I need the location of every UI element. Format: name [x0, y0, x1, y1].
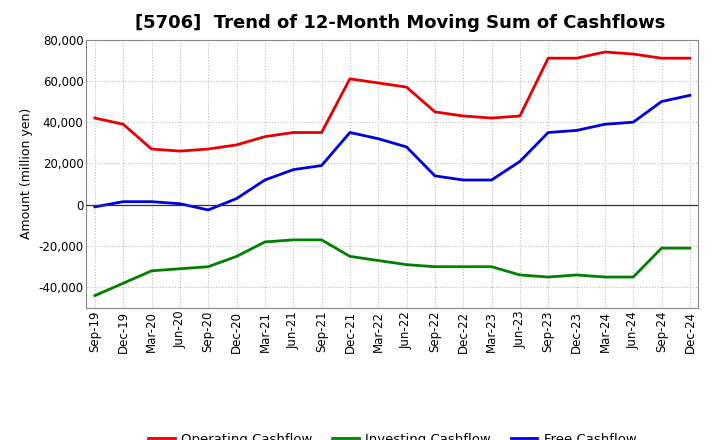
- Free Cashflow: [374, 136, 382, 141]
- Investing Cashflow: [544, 275, 552, 280]
- Free Cashflow: [459, 177, 467, 183]
- Operating Cashflow: [119, 121, 127, 127]
- Operating Cashflow: [544, 55, 552, 61]
- Free Cashflow: [176, 201, 184, 206]
- Investing Cashflow: [289, 237, 297, 242]
- Investing Cashflow: [402, 262, 411, 267]
- Operating Cashflow: [91, 115, 99, 121]
- Operating Cashflow: [402, 84, 411, 90]
- Investing Cashflow: [431, 264, 439, 269]
- Free Cashflow: [91, 204, 99, 209]
- Operating Cashflow: [572, 55, 581, 61]
- Investing Cashflow: [685, 246, 694, 251]
- Free Cashflow: [318, 163, 326, 168]
- Investing Cashflow: [572, 272, 581, 278]
- Investing Cashflow: [119, 281, 127, 286]
- Free Cashflow: [119, 199, 127, 204]
- Investing Cashflow: [261, 239, 269, 245]
- Investing Cashflow: [233, 254, 241, 259]
- Free Cashflow: [261, 177, 269, 183]
- Free Cashflow: [629, 120, 637, 125]
- Free Cashflow: [516, 159, 524, 164]
- Free Cashflow: [487, 177, 496, 183]
- Free Cashflow: [204, 207, 212, 213]
- Operating Cashflow: [233, 142, 241, 147]
- Investing Cashflow: [176, 266, 184, 271]
- Line: Operating Cashflow: Operating Cashflow: [95, 52, 690, 151]
- Legend: Operating Cashflow, Investing Cashflow, Free Cashflow: Operating Cashflow, Investing Cashflow, …: [143, 427, 642, 440]
- Operating Cashflow: [600, 49, 609, 55]
- Free Cashflow: [431, 173, 439, 179]
- Investing Cashflow: [148, 268, 156, 274]
- Operating Cashflow: [629, 51, 637, 57]
- Free Cashflow: [402, 144, 411, 150]
- Free Cashflow: [572, 128, 581, 133]
- Investing Cashflow: [204, 264, 212, 269]
- Investing Cashflow: [346, 254, 354, 259]
- Free Cashflow: [544, 130, 552, 135]
- Operating Cashflow: [487, 115, 496, 121]
- Operating Cashflow: [516, 114, 524, 119]
- Operating Cashflow: [176, 148, 184, 154]
- Line: Free Cashflow: Free Cashflow: [95, 95, 690, 210]
- Investing Cashflow: [600, 275, 609, 280]
- Investing Cashflow: [657, 246, 666, 251]
- Investing Cashflow: [318, 237, 326, 242]
- Investing Cashflow: [629, 275, 637, 280]
- Investing Cashflow: [459, 264, 467, 269]
- Operating Cashflow: [657, 55, 666, 61]
- Line: Investing Cashflow: Investing Cashflow: [95, 240, 690, 296]
- Operating Cashflow: [289, 130, 297, 135]
- Free Cashflow: [685, 93, 694, 98]
- Operating Cashflow: [261, 134, 269, 139]
- Free Cashflow: [148, 199, 156, 204]
- Investing Cashflow: [91, 293, 99, 298]
- Investing Cashflow: [516, 272, 524, 278]
- Free Cashflow: [657, 99, 666, 104]
- Operating Cashflow: [685, 55, 694, 61]
- Operating Cashflow: [318, 130, 326, 135]
- Free Cashflow: [289, 167, 297, 172]
- Operating Cashflow: [204, 147, 212, 152]
- Operating Cashflow: [431, 109, 439, 114]
- Operating Cashflow: [374, 81, 382, 86]
- Y-axis label: Amount (million yen): Amount (million yen): [20, 108, 33, 239]
- Investing Cashflow: [374, 258, 382, 263]
- Free Cashflow: [233, 196, 241, 201]
- Operating Cashflow: [459, 114, 467, 119]
- Text: [5706]  Trend of 12-Month Moving Sum of Cashflows: [5706] Trend of 12-Month Moving Sum of C…: [135, 15, 666, 33]
- Investing Cashflow: [487, 264, 496, 269]
- Operating Cashflow: [148, 147, 156, 152]
- Free Cashflow: [346, 130, 354, 135]
- Free Cashflow: [600, 121, 609, 127]
- Operating Cashflow: [346, 76, 354, 81]
